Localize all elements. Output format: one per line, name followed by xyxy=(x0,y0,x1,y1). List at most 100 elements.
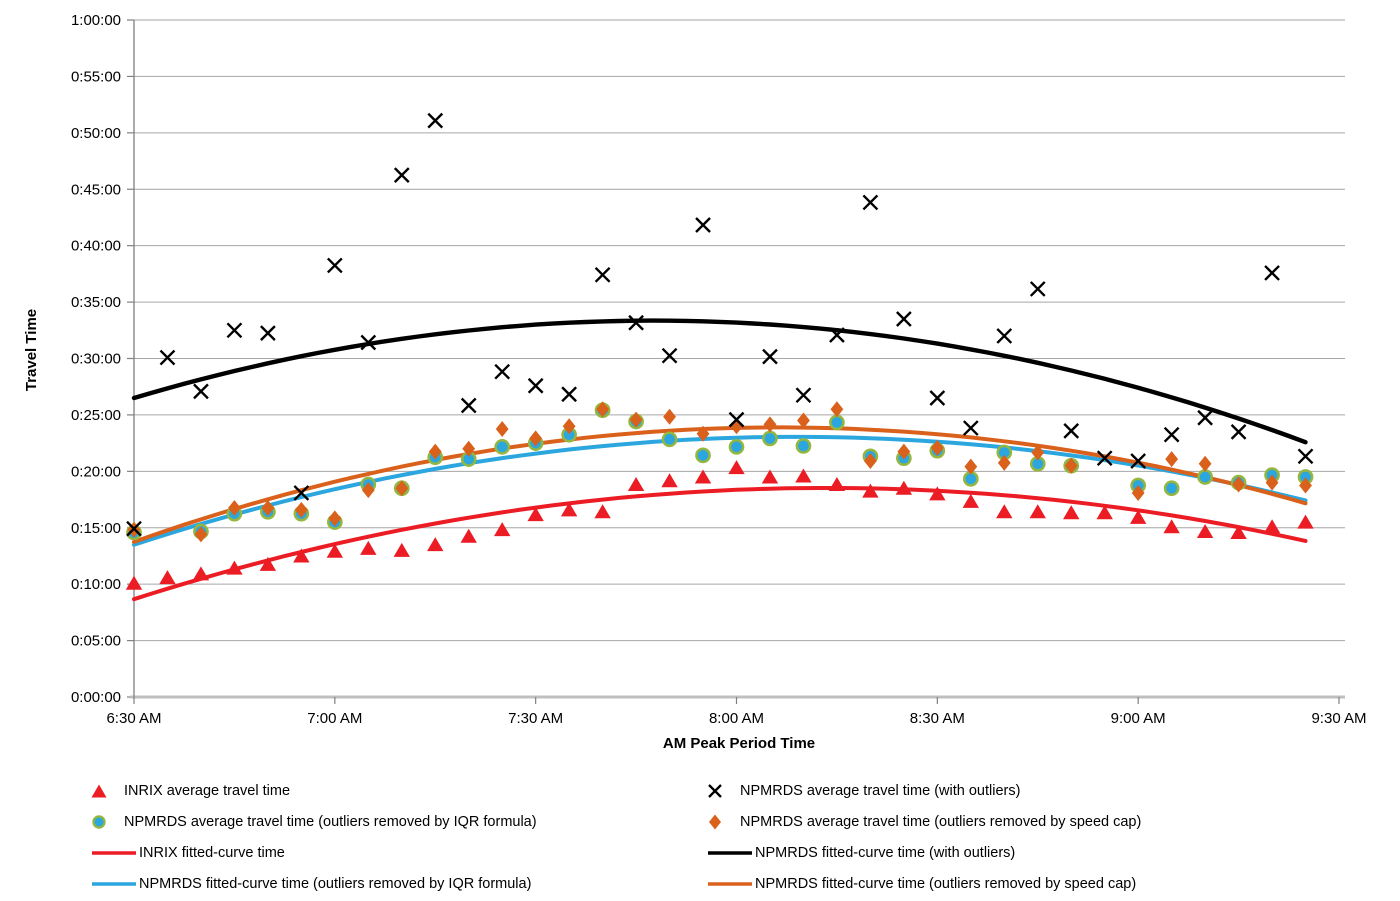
npmrds-speedcap-point xyxy=(1165,451,1179,468)
x-tick-label: 9:00 AM xyxy=(1111,710,1166,727)
legend-label: INRIX average travel time xyxy=(124,783,291,799)
inrix-point xyxy=(627,476,645,491)
npmrds-speedcap-point xyxy=(830,401,844,418)
axis-labels-group: 0:00:00 0:05:00 0:10:00 0:15:00 0:20:00 0:25:… xyxy=(71,12,1367,727)
npmrds-speedcap-point xyxy=(462,440,476,457)
inrix-point xyxy=(1297,514,1314,529)
x-tick-label: 8:00 AM xyxy=(709,710,764,727)
npmrds-outlier-point xyxy=(494,363,511,380)
inrix-point xyxy=(1029,504,1046,519)
chart-legend: INRIX average travel time NPMRDS average… xyxy=(0,762,1400,901)
fitted-curves-group xyxy=(131,318,1308,602)
curve-npmrds-fitted-curve-time-outliers-removed-by-iqr-formula- xyxy=(132,434,1308,547)
inrix-point xyxy=(962,493,980,508)
inrix-point xyxy=(125,575,143,590)
curve-npmrds-fitted-curve-time-outliers-removed-by-speed-cap- xyxy=(132,425,1308,544)
npmrds-outlier-point xyxy=(1096,450,1113,467)
blue-circle-icon xyxy=(92,815,106,829)
red-line-icon xyxy=(92,851,136,855)
npmrds-speedcap-point xyxy=(763,416,777,433)
inrix-point xyxy=(929,486,946,501)
npmrds-outlier-point xyxy=(829,327,845,343)
axes-group xyxy=(127,19,1345,704)
npmrds-speedcap-point xyxy=(663,408,676,425)
y-tick-label: 0:30:00 xyxy=(71,351,121,368)
inrix-point xyxy=(1263,519,1281,534)
x-axis-title: AM Peak Period Time xyxy=(663,735,815,752)
legend-item-npmrds-fitted-iqr: NPMRDS fitted-curve time (outliers remov… xyxy=(82,873,531,895)
npmrds-speedcap-point xyxy=(1299,477,1312,494)
legend-item-npmrds-fitted-outliers: NPMRDS fitted-curve time (with outliers) xyxy=(698,842,1015,864)
legend-item-npmrds-average-speedcap: NPMRDS average travel time (outliers rem… xyxy=(698,811,1141,833)
npmrds-outlier-point xyxy=(427,112,444,129)
npmrds-iqr-point xyxy=(728,439,745,455)
npmrds-outlier-point xyxy=(962,420,979,436)
legend-label: NPMRDS average travel time (with outlier… xyxy=(740,783,1021,799)
y-tick-label: 0:55:00 xyxy=(71,68,121,85)
npmrds-outlier-point xyxy=(460,397,477,414)
inrix-point xyxy=(1230,524,1247,539)
npmrds-outlier-point xyxy=(527,377,544,394)
curve-inrix-fitted-curve-time xyxy=(132,486,1308,602)
inrix-point xyxy=(259,556,277,571)
npmrds-outlier-point xyxy=(762,348,778,365)
npmrds-speedcap-point xyxy=(629,411,643,428)
legend-item-npmrds-average-outliers: NPMRDS average travel time (with outlier… xyxy=(698,780,1020,802)
y-tick-label: 0:40:00 xyxy=(71,238,121,255)
legend-item-npmrds-average-iqr: NPMRDS average travel time (outliers rem… xyxy=(82,811,537,833)
npmrds-speedcap-point xyxy=(596,401,610,418)
npmrds-outlier-point xyxy=(260,325,276,341)
npmrds-outlier-point xyxy=(1297,448,1314,465)
inrix-point xyxy=(1129,509,1147,524)
npmrds-speedcap-point xyxy=(797,412,810,429)
y-tick-label: 0:25:00 xyxy=(71,407,121,424)
npmrds-outlier-point xyxy=(594,266,611,283)
y-tick-label: 0:10:00 xyxy=(71,576,121,593)
npmrds-outlier-point xyxy=(1029,281,1046,297)
npmrds-outlier-point xyxy=(695,217,711,233)
npmrds-speedcap-point xyxy=(1265,474,1279,491)
inrix-point xyxy=(360,540,377,555)
y-tick-label: 0:50:00 xyxy=(71,125,121,142)
npmrds-outlier-point xyxy=(360,334,377,351)
legend-label: INRIX fitted-curve time xyxy=(139,845,285,861)
npmrds-speedcap-point xyxy=(562,418,576,435)
legend-label: NPMRDS fitted-curve time (outliers remov… xyxy=(139,876,532,892)
curve-npmrds-fitted-curve-time-with-outliers- xyxy=(131,318,1308,445)
npmrds-speedcap-point xyxy=(495,421,509,438)
npmrds-outlier-point xyxy=(1063,423,1080,439)
y-tick-label: 0:20:00 xyxy=(71,463,121,480)
npmrds-speedcap-point xyxy=(1031,444,1045,461)
npmrds-speedcap-point xyxy=(261,500,275,517)
npmrds-speedcap-point xyxy=(696,425,710,442)
npmrds-outlier-point xyxy=(393,167,410,183)
npmrds-outlier-point xyxy=(628,314,644,331)
x-tick-label: 7:00 AM xyxy=(307,710,362,727)
npmrds-speedcap-point xyxy=(1198,455,1212,472)
inrix-point xyxy=(895,480,913,495)
legend-label: NPMRDS average travel time (outliers rem… xyxy=(124,814,537,830)
npmrds-outlier-point xyxy=(896,311,912,327)
x-tick-label: 8:30 AM xyxy=(910,710,965,727)
inrix-point xyxy=(560,502,578,517)
npmrds-speedcap-point xyxy=(1131,484,1145,501)
y-tick-label: 1:00:00 xyxy=(71,12,121,29)
inrix-point xyxy=(1163,519,1180,534)
npmrds-speedcap-point xyxy=(194,526,208,543)
orange-diamond-icon xyxy=(709,814,721,830)
npmrds-outlier-point xyxy=(661,347,678,364)
npmrds-speedcap-point xyxy=(964,458,978,475)
npmrds-outlier-point xyxy=(326,257,343,274)
inrix-point xyxy=(694,469,712,484)
inrix-point xyxy=(527,507,544,522)
inrix-point xyxy=(761,469,779,484)
inrix-point xyxy=(226,560,243,575)
y-axis-title: Travel Time xyxy=(23,309,40,391)
npmrds-speedcap-point xyxy=(930,439,944,456)
npmrds-outlier-point xyxy=(862,194,879,211)
travel-time-chart: 0:00:00 0:05:00 0:10:00 0:15:00 0:20:00 0:25:… xyxy=(23,12,1367,752)
legend-item-inrix-average: INRIX average travel time xyxy=(82,780,290,802)
npmrds-outlier-point xyxy=(996,328,1013,344)
inrix-point xyxy=(661,473,678,488)
npmrds-outlier-point xyxy=(795,387,812,404)
